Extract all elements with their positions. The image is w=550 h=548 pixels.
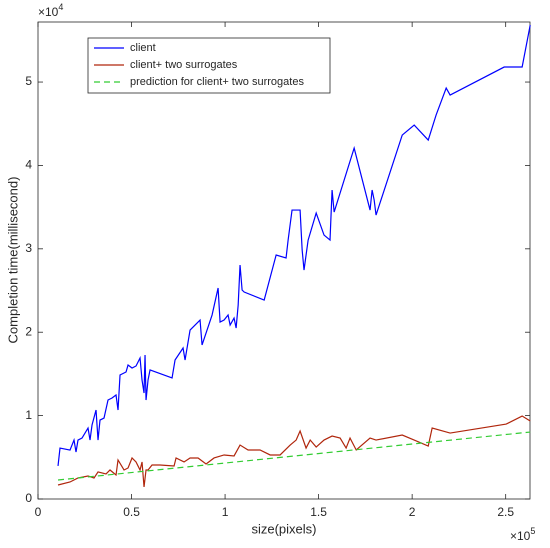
y-tick-label: 0 [25,491,32,505]
y-multiplier-exponent: 4 [58,2,63,12]
y-multiplier-base: ×10 [38,5,59,19]
y-tick-label: 3 [25,241,32,255]
y-tick-label: 5 [25,74,32,88]
x-multiplier: ×105 [510,526,535,543]
y-tick-label: 1 [25,408,32,422]
x-multiplier-base: ×10 [510,529,531,543]
y-multiplier: ×104 [38,2,63,19]
series-line [57,415,531,488]
legend: client client+ two surrogates prediction f… [87,37,331,94]
legend-label: prediction for client+ two surrogates [130,76,304,88]
legend-box [87,37,331,94]
y-tick-label: 2 [25,324,32,338]
series-line [57,24,531,467]
x-tick-label: 1.5 [310,505,327,519]
x-multiplier-exponent: 5 [530,526,535,536]
y-axis-label: Completion time(millisecond) [5,177,20,344]
x-tick-label: 2 [409,505,416,519]
series-line [57,431,531,481]
x-tick-label: 0 [35,505,42,519]
plot-area [37,21,531,500]
x-tick-label: 2.5 [497,505,514,519]
x-tick-label: 1 [222,505,229,519]
legend-label: client [130,42,156,54]
x-tick-label: 0.5 [123,505,140,519]
y-tick-label: 4 [25,158,32,172]
legend-label: client+ two surrogates [130,59,238,71]
x-axis-label: size(pixels) [251,521,316,536]
